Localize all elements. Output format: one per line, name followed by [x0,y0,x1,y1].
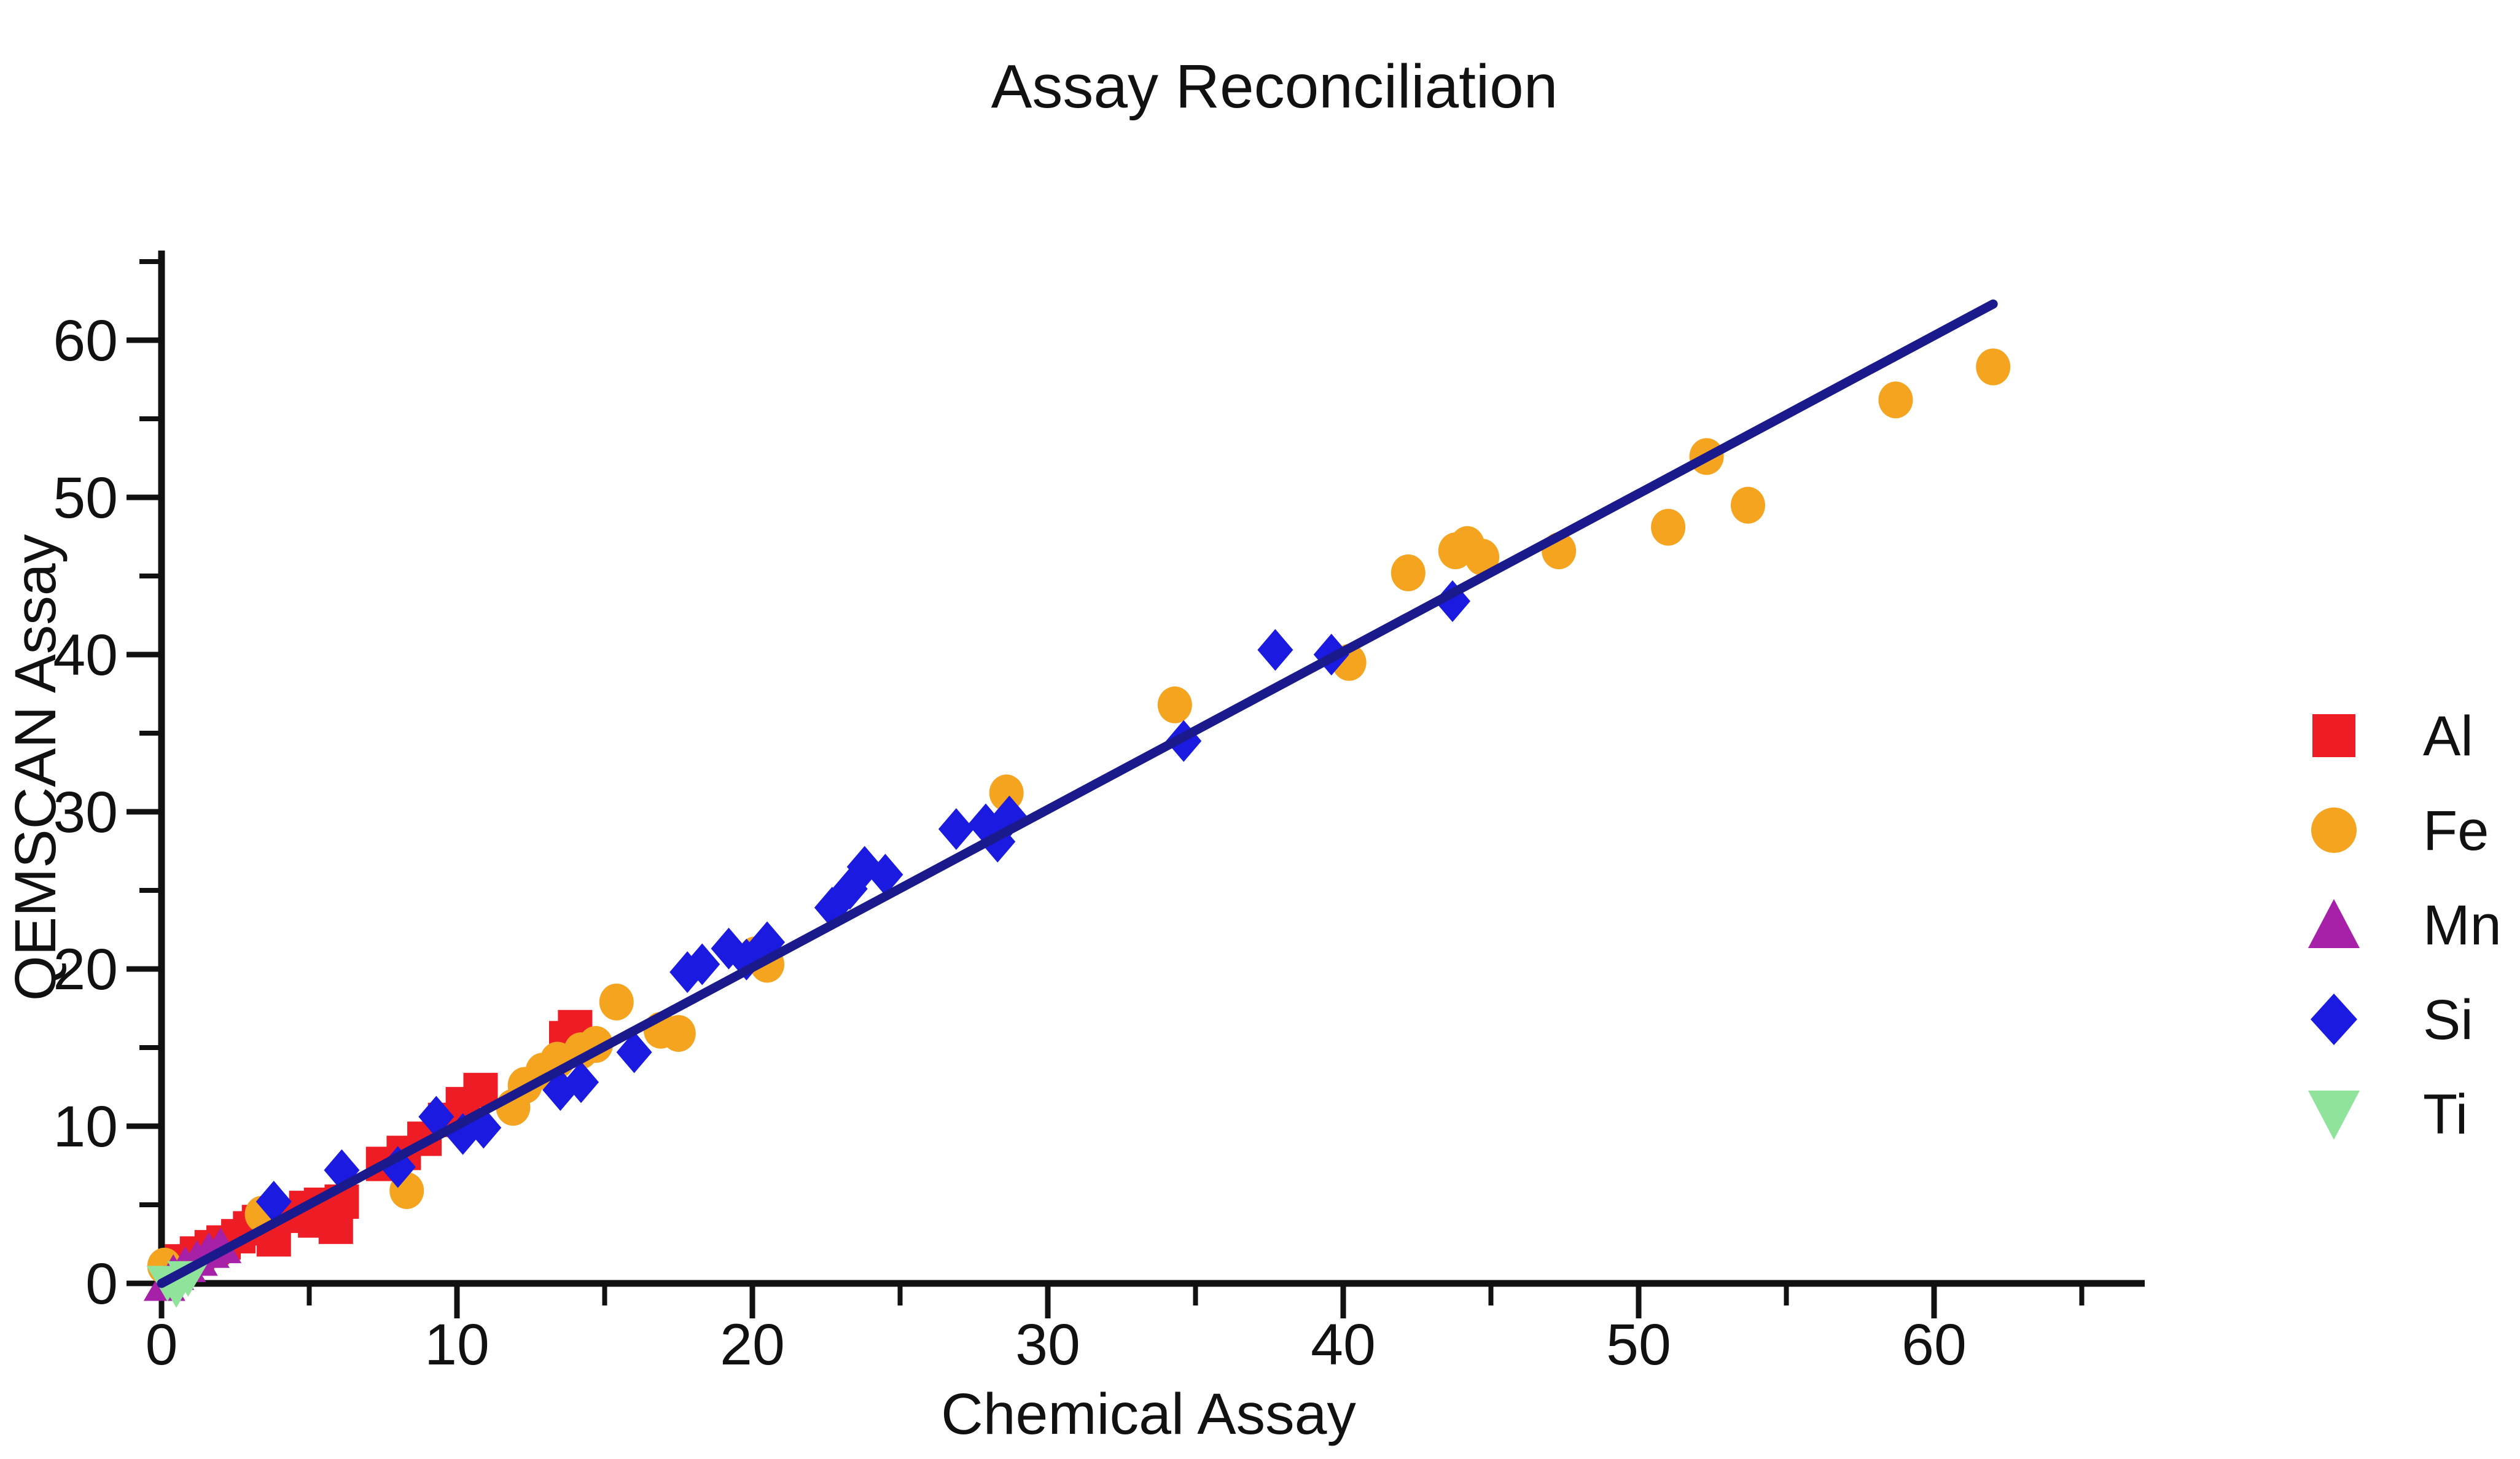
y-tick-label: 50 [53,465,118,531]
y-tick-label: 0 [85,1251,118,1317]
mn-triangle-up-icon [2308,899,2360,948]
legend-item-al: Al [2312,705,2473,768]
trend-line [157,299,1998,1288]
x-tick-label: 30 [1015,1312,1080,1377]
y-tick-label: 20 [53,937,118,1002]
chart-title: Assay Reconciliation [991,52,1558,121]
x-tick-label: 40 [1311,1312,1376,1377]
x-axis-label: Chemical Assay [941,1382,1356,1447]
y-tick-label: 10 [53,1094,118,1159]
y-tick-label: 30 [53,780,118,845]
x-tick-label: 10 [424,1312,490,1377]
data-points [143,348,2011,1308]
ti-triangle-down-icon [2308,1091,2360,1140]
legend-item-si: Si [2311,989,2473,1051]
legend-label-al: Al [2423,705,2473,768]
al-square-icon [2312,714,2355,757]
series-al-points [165,1010,593,1279]
legend-label-fe: Fe [2423,800,2489,862]
legend-label-ti: Ti [2423,1083,2468,1146]
legend: Al Fe Mn Si Ti [2308,705,2502,1146]
x-tick-label: 0 [146,1312,178,1377]
y-tick-label: 60 [53,308,118,373]
axes [127,251,2145,1318]
x-tick-label: 20 [720,1312,785,1377]
si-diamond-icon [2311,994,2357,1045]
legend-item-mn: Mn [2308,894,2502,957]
legend-label-mn: Mn [2423,894,2502,957]
legend-item-fe: Fe [2311,800,2489,862]
fe-circle-icon [2311,807,2357,853]
x-tick-label: 60 [1902,1312,1967,1377]
y-tick-label: 40 [53,623,118,688]
y-axis-label: QEMSCAN Assay [3,534,68,1001]
legend-label-si: Si [2423,989,2473,1051]
tick-labels: 0 10 20 30 40 50 60 0 10 20 30 40 50 60 [53,308,1967,1377]
legend-item-ti: Ti [2308,1083,2468,1146]
x-tick-label: 50 [1606,1312,1671,1377]
